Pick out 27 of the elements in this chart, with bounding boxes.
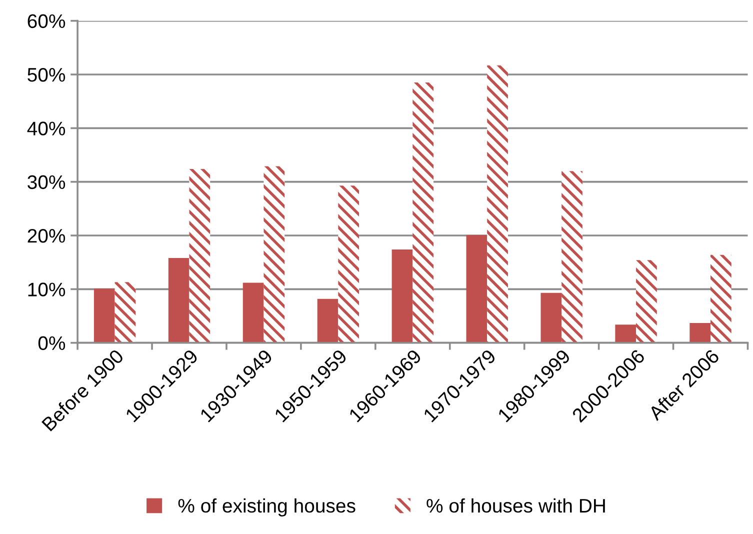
bar [487, 65, 508, 343]
bar [690, 322, 710, 343]
y-tick-label: 50% [28, 68, 66, 82]
legend-label: % of existing houses [178, 498, 356, 516]
bar [94, 288, 115, 343]
bar [168, 258, 190, 343]
bar [264, 166, 285, 343]
bar [466, 234, 488, 343]
bar [392, 249, 413, 343]
bar [412, 82, 434, 343]
bar [615, 324, 636, 343]
y-tick-label: 0% [38, 336, 66, 350]
bar [317, 298, 338, 343]
y-tick-label: 40% [27, 122, 66, 136]
bar [540, 292, 562, 343]
bar [114, 282, 136, 343]
bar [710, 254, 732, 343]
bar [189, 168, 210, 343]
y-tick-label: 20% [28, 228, 66, 243]
y-tick-label: 10% [28, 282, 66, 296]
y-tick-label: 30% [28, 175, 66, 190]
bar [636, 260, 657, 343]
legend-label: % of houses with DH [426, 498, 605, 513]
bar [562, 171, 582, 343]
bar [338, 186, 360, 343]
y-tick-label: 60% [28, 14, 66, 28]
bar [242, 282, 264, 343]
